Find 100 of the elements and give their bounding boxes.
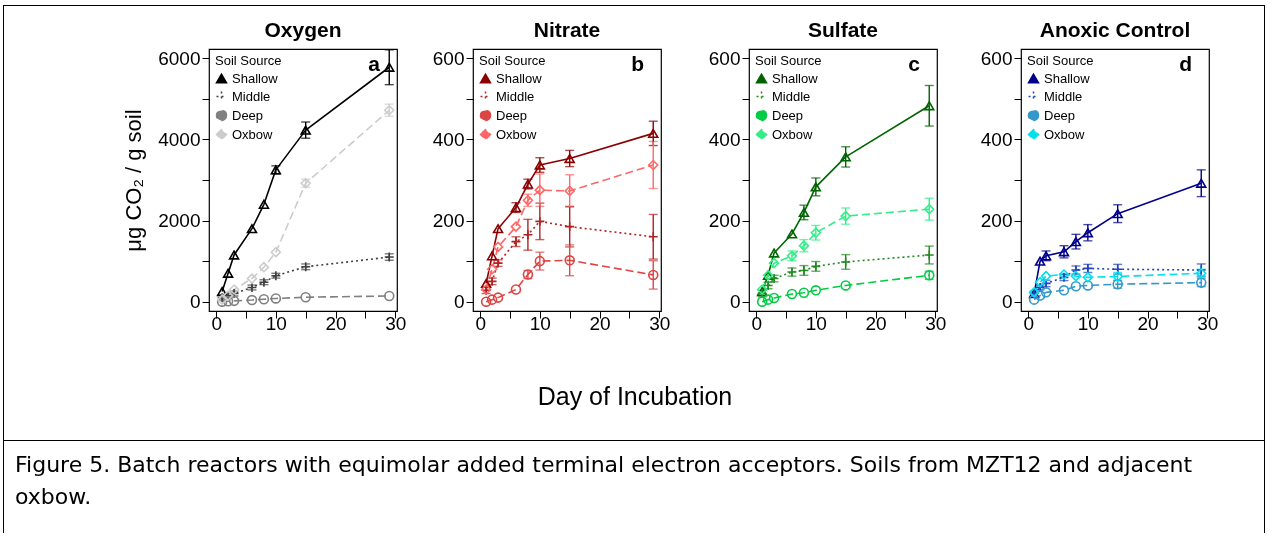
point (246, 294, 258, 306)
point (228, 295, 240, 307)
point (228, 250, 240, 260)
x-tick-label: 20 (865, 312, 887, 334)
x-tick-label: 10 (1077, 312, 1099, 334)
x-tick-label: 30 (1197, 312, 1219, 334)
point (222, 296, 234, 307)
point (258, 293, 270, 305)
point (534, 160, 546, 170)
point (486, 251, 498, 261)
point (1082, 280, 1094, 291)
y-tick-label: 4000 (158, 128, 201, 150)
point (647, 159, 659, 171)
annotation: b (631, 52, 644, 75)
point (810, 285, 822, 296)
point (647, 231, 659, 243)
legend-label: Middle (496, 88, 535, 104)
point (768, 257, 780, 269)
legend-label: Deep (232, 107, 264, 123)
point (647, 128, 659, 139)
x-tick-label: 0 (211, 312, 222, 334)
point (762, 294, 774, 305)
legend-label: Middle (1044, 88, 1083, 104)
legend-label: Oxbow (772, 126, 814, 142)
point (564, 153, 575, 164)
point (270, 246, 282, 258)
point (1028, 294, 1040, 305)
y-tick-label: 200 (708, 210, 741, 232)
x-tick-label: 0 (751, 312, 762, 334)
point (756, 296, 768, 307)
point (1034, 290, 1046, 301)
y-tick-label: 200 (980, 210, 1013, 232)
y-tick-label: 0 (453, 291, 465, 313)
x-tick-label: 0 (475, 312, 486, 334)
point (300, 291, 311, 303)
point (258, 199, 270, 210)
chart-title: Sulfate (807, 18, 879, 41)
legend-label: Shallow (772, 70, 819, 86)
point (1070, 281, 1082, 292)
point (1034, 256, 1046, 266)
point (786, 229, 798, 239)
y-tick-label: 200 (432, 210, 465, 232)
y-tick-label: 600 (432, 47, 465, 69)
point (1082, 272, 1094, 283)
legend-label: Oxbow (496, 126, 538, 142)
legend-label: Deep (1044, 107, 1076, 123)
legend-label: Oxbow (232, 126, 274, 142)
point (1082, 228, 1094, 238)
x-tick-label: 30 (649, 312, 671, 334)
x-tick-label: 10 (805, 312, 827, 334)
point (300, 125, 311, 135)
point (840, 152, 851, 162)
point (510, 284, 522, 295)
point (923, 203, 935, 215)
x-tick-label: 10 (265, 312, 287, 334)
point (923, 249, 935, 261)
caption: Figure 5. Batch reactors with equimolar added terminal electron acceptors. Soils from MZT12 and adjacent oxbow. (15, 451, 1194, 511)
point (1040, 270, 1052, 282)
point (840, 280, 851, 291)
x-tick-label: 10 (529, 312, 551, 334)
point (486, 294, 498, 305)
point (564, 185, 575, 197)
point (492, 224, 504, 234)
point (258, 261, 270, 273)
point (522, 229, 534, 241)
point (1058, 285, 1070, 296)
point (923, 101, 935, 111)
point (534, 255, 546, 267)
point (480, 296, 492, 307)
y-tick-label: 400 (432, 128, 465, 150)
point (222, 268, 234, 278)
point (486, 263, 498, 275)
point (1112, 208, 1123, 219)
point (492, 292, 504, 303)
y-tick-label: 600 (980, 47, 1013, 69)
legend-label: Middle (232, 88, 271, 104)
point (786, 288, 798, 300)
y-tick-label: 0 (189, 291, 201, 313)
y-tick-label: 400 (708, 128, 741, 150)
legend-label: Shallow (232, 70, 279, 86)
point (798, 287, 810, 299)
chart-title: Oxygen (264, 18, 342, 41)
point (228, 284, 240, 295)
x-tick-label: 0 (1023, 312, 1034, 334)
x-tick-label: 20 (325, 312, 347, 334)
x-tick-label: 30 (925, 312, 947, 334)
y-tick-label: 6000 (158, 47, 201, 69)
x-tick-label: 20 (1137, 312, 1159, 334)
point (564, 255, 575, 266)
point (1040, 287, 1052, 298)
legend-title: Soil Source (755, 53, 822, 68)
y-axis-title: μg CO₂ / g soil (121, 109, 147, 252)
point (768, 248, 780, 258)
point (383, 62, 395, 72)
legend-title: Soil Source (479, 53, 546, 68)
legend-label: Middle (772, 88, 811, 104)
point (383, 290, 395, 302)
x-axis-title: Day of Incubation (536, 382, 734, 411)
legend-label: Deep (772, 107, 804, 123)
point (246, 273, 258, 284)
